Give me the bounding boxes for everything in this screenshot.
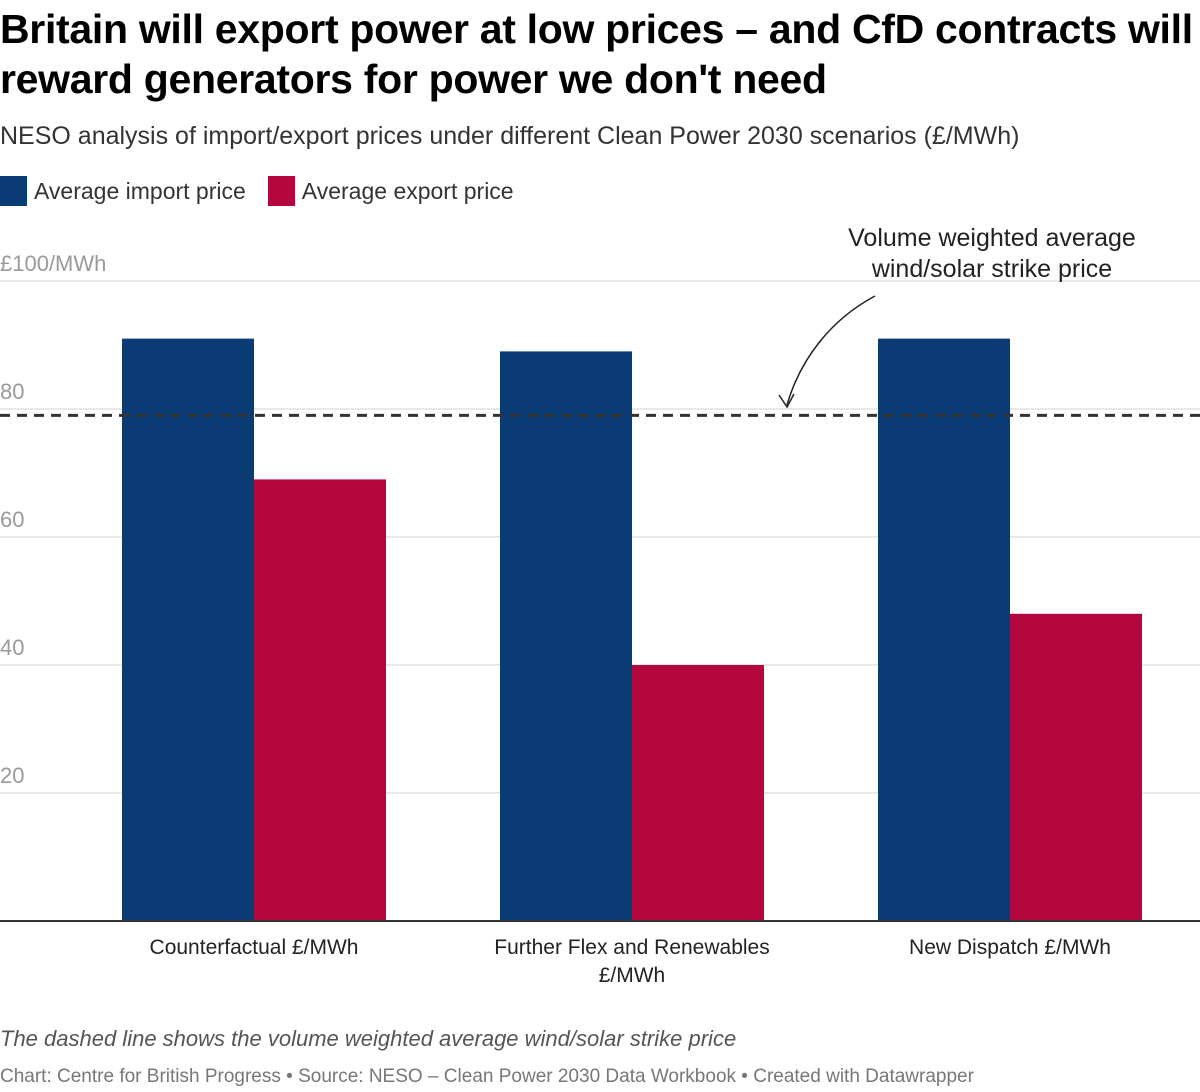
bar-import bbox=[500, 351, 632, 921]
bar-import bbox=[878, 338, 1010, 922]
x-category-label: New Dispatch £/MWh bbox=[909, 936, 1111, 959]
chart-title: Britain will export power at low prices … bbox=[0, 6, 1193, 102]
legend-swatch-import bbox=[0, 176, 27, 206]
y-tick-label: 40 bbox=[0, 635, 24, 660]
legend-label-export: Average export price bbox=[301, 177, 514, 204]
legend-item-import: Average import price bbox=[0, 176, 246, 206]
bar-export bbox=[632, 665, 764, 921]
y-tick-label: £100/MWh bbox=[0, 251, 106, 276]
y-tick-label: 60 bbox=[0, 507, 24, 532]
y-tick-label: 20 bbox=[0, 763, 24, 788]
chart-footer: Chart: Centre for British Progress • Sou… bbox=[0, 1066, 974, 1087]
chart-subtitle: NESO analysis of import/export prices un… bbox=[0, 122, 1020, 150]
bar-import bbox=[122, 338, 254, 922]
legend: Average import price Average export pric… bbox=[0, 176, 536, 206]
y-tick-label: 80 bbox=[0, 379, 24, 404]
x-category-label: Further Flex and Renewables £/MWh bbox=[494, 936, 769, 987]
bar-export bbox=[254, 479, 386, 921]
bar-chart: £100/MWh 80 60 40 20 Counterfactual £/MWh Furt… bbox=[0, 224, 1200, 987]
annotation-arrow bbox=[786, 295, 876, 406]
chart-notes: The dashed line shows the volume weighte… bbox=[0, 1026, 737, 1051]
annotation-arrowhead bbox=[778, 393, 795, 409]
legend-label-import: Average import price bbox=[34, 177, 246, 204]
strike-price-annotation: Volume weighted average wind/solar strike… bbox=[848, 224, 1136, 283]
legend-item-export: Average export price bbox=[267, 176, 514, 206]
legend-swatch-export bbox=[267, 176, 295, 206]
x-category-label: Counterfactual £/MWh bbox=[150, 936, 359, 959]
bar-export bbox=[1010, 613, 1142, 921]
